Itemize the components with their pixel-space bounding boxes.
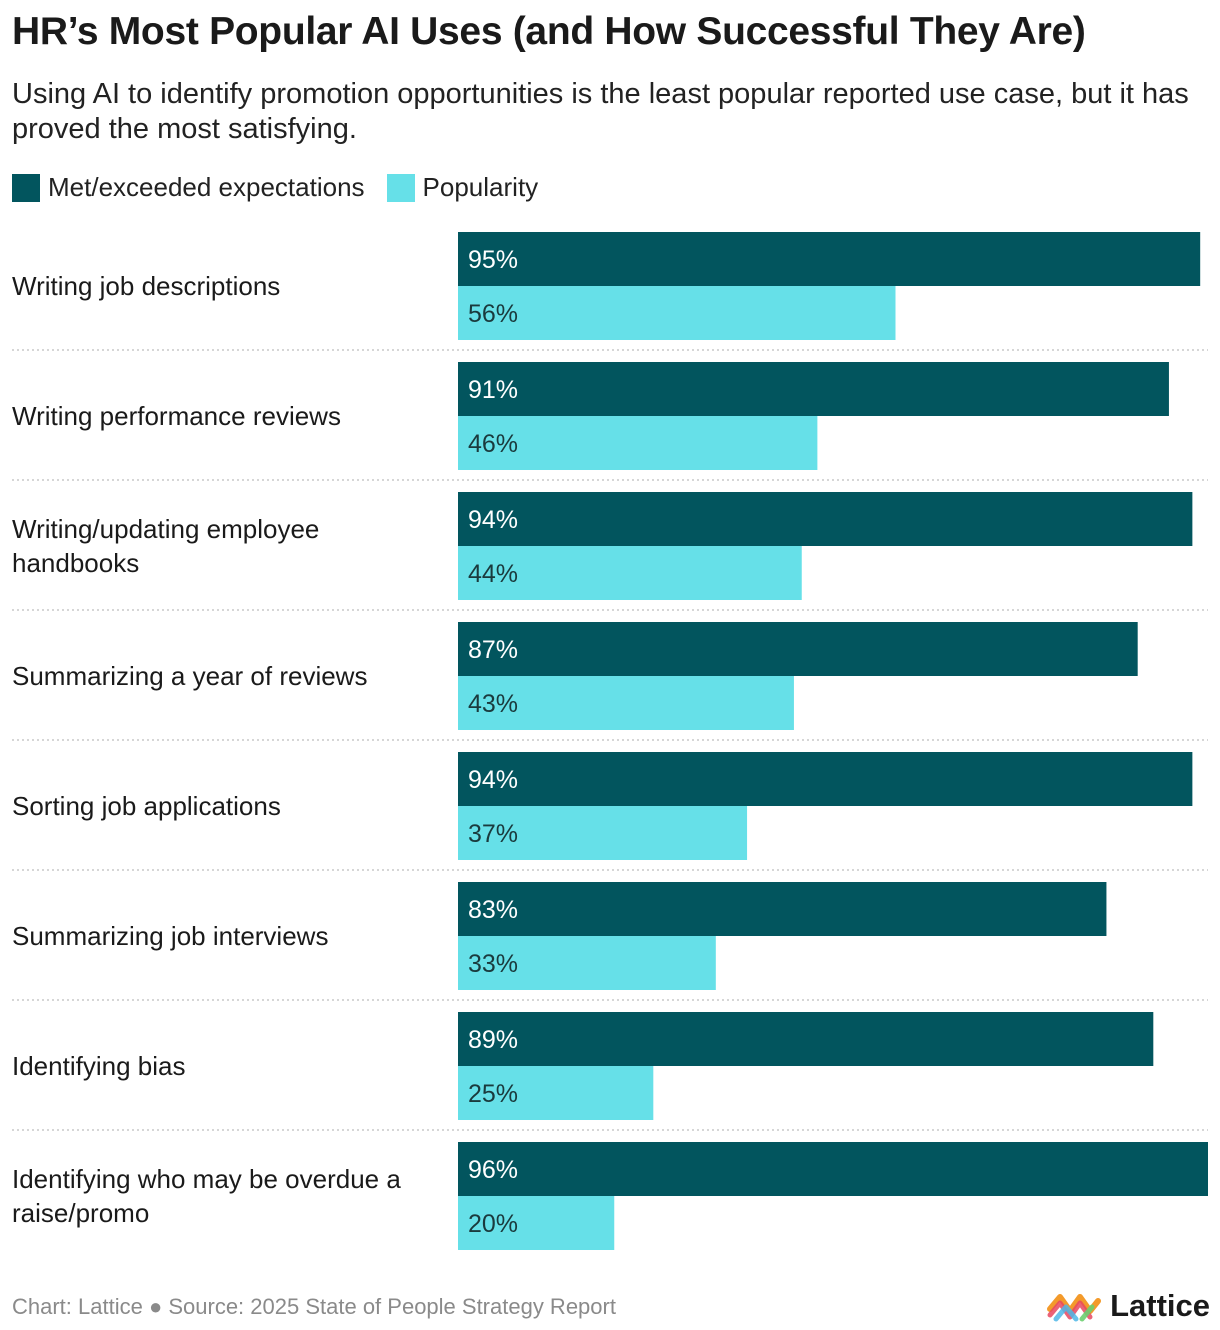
bar-popularity xyxy=(458,936,716,990)
bar-met-expectations xyxy=(458,622,1138,676)
data-label-met: 87% xyxy=(468,636,518,664)
data-label-met: 96% xyxy=(468,1156,518,1184)
category-label: Writing/updating employee handbooks xyxy=(12,514,319,578)
legend-swatch-popularity xyxy=(386,173,415,202)
bar-chart: Writing job descriptions 95% 56% Writing pe… xyxy=(12,232,1208,1250)
bar-met-expectations xyxy=(458,1142,1208,1196)
data-label-popularity: 44% xyxy=(468,560,518,588)
category-label: Identifying bias xyxy=(12,1051,185,1081)
data-label-met: 94% xyxy=(468,506,518,534)
bar-met-expectations xyxy=(458,752,1193,806)
bar-met-expectations xyxy=(458,492,1193,546)
data-label-popularity: 43% xyxy=(468,690,518,718)
category-label: Identifying who may be overdue a raise/pr… xyxy=(12,1164,401,1228)
bar-popularity xyxy=(458,806,748,860)
chart-footer: Chart: Lattice ● Source: 2025 State of P… xyxy=(12,1294,616,1319)
data-label-met: 95% xyxy=(468,246,518,274)
chart-title: HR’s Most Popular AI Uses (and How Succe… xyxy=(12,10,1086,53)
legend-item-popularity: Popularity xyxy=(386,172,539,203)
category-label: Sorting job applications xyxy=(12,791,281,821)
legend: Met/exceeded expectations Popularity xyxy=(12,172,560,203)
data-label-popularity: 37% xyxy=(468,820,518,848)
data-label-met: 89% xyxy=(468,1026,518,1054)
lattice-logo-icon xyxy=(1047,1294,1102,1322)
lattice-logo: Lattice xyxy=(1046,1288,1210,1324)
legend-label-met: Met/exceeded expectations xyxy=(48,172,365,202)
bar-popularity xyxy=(458,546,802,600)
bar-met-expectations xyxy=(458,362,1169,416)
bar-met-expectations xyxy=(458,882,1107,936)
data-label-popularity: 46% xyxy=(468,430,518,458)
data-label-popularity: 56% xyxy=(468,300,518,328)
bar-popularity xyxy=(458,676,794,730)
data-label-met: 83% xyxy=(468,896,518,924)
data-label-met: 91% xyxy=(468,376,518,404)
bar-popularity xyxy=(458,1066,654,1120)
category-label: Summarizing a year of reviews xyxy=(12,661,367,691)
data-label-popularity: 33% xyxy=(468,950,518,978)
bar-popularity xyxy=(458,286,896,340)
legend-label-popularity: Popularity xyxy=(422,172,539,202)
bar-met-expectations xyxy=(458,1012,1154,1066)
data-label-popularity: 20% xyxy=(468,1210,518,1238)
bar-met-expectations xyxy=(458,232,1201,286)
legend-swatch-met xyxy=(12,173,40,202)
category-label: Writing job descriptions xyxy=(12,271,280,301)
data-label-met: 94% xyxy=(468,766,518,794)
category-label: Summarizing job interviews xyxy=(12,921,328,951)
lattice-logo-text: Lattice xyxy=(1110,1288,1210,1323)
chart-subtitle: Using AI to identify promotion opportuni… xyxy=(12,78,1189,145)
bar-popularity xyxy=(458,416,818,470)
category-label: Writing performance reviews xyxy=(12,401,341,431)
legend-item-met: Met/exceeded expectations xyxy=(12,172,365,203)
data-label-popularity: 25% xyxy=(468,1080,518,1108)
bar-popularity xyxy=(458,1196,615,1250)
